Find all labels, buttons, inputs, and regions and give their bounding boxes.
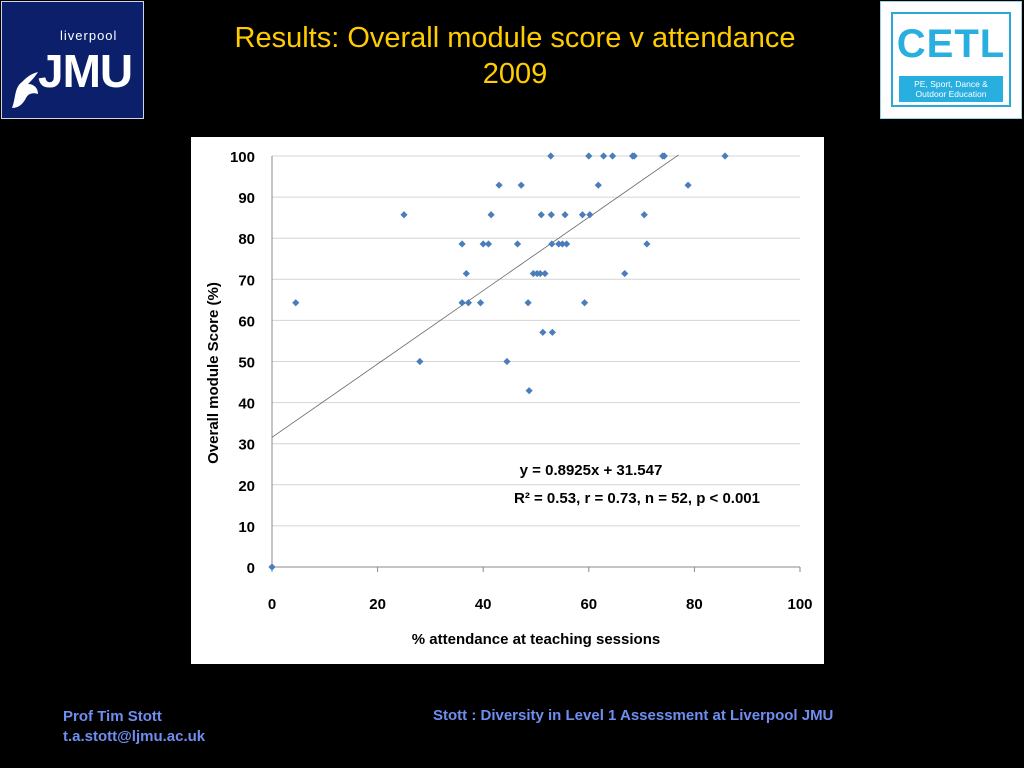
data-point [547,152,555,160]
footer-email[interactable]: t.a.stott@ljmu.ac.uk [63,728,206,745]
ljmu-logo-small-text: liverpool [60,28,118,43]
data-point [558,240,566,248]
slide-title: Results: Overall module score v attendan… [165,20,865,92]
data-point [458,240,466,248]
data-point [660,152,668,160]
data-point [594,181,602,189]
data-point [416,357,424,366]
data-point [268,563,276,571]
y-tick-label: 100 [230,149,255,166]
scatter-chart: 0 10 20 30 40 50 60 70 80 90 100 0 20 40 60 80 100 y = … [205,149,813,648]
data-point [684,181,692,189]
cetl-logo-tagline: PE, Sport, Dance & Outdoor Education [899,76,1003,102]
chart-area: 0 10 20 30 40 50 60 70 80 90 100 0 20 40 60 80 100 y = … [191,137,824,664]
x-tick-labels: 0 20 40 60 80 100 [268,596,813,613]
data-point [548,240,556,248]
data-point [563,240,571,248]
y-tick-label: 50 [238,355,255,372]
cetl-logo: CETL PE, Sport, Dance & Outdoor Educatio… [880,1,1022,119]
data-point [487,211,495,219]
y-tick-label: 90 [238,190,255,207]
x-axis-title: % attendance at teaching sessions [412,631,660,648]
data-point [476,299,485,307]
y-axis-title: Overall module Score (%) [205,282,222,464]
data-point [464,299,473,307]
y-tick-label: 0 [247,560,255,577]
x-tick-label: 60 [580,596,597,613]
y-tick-label: 20 [238,478,255,495]
data-point [599,152,608,160]
data-point [547,211,555,219]
data-point [721,152,729,160]
footer-author: Prof Tim Stott [63,708,162,725]
y-tick-label: 60 [238,313,255,330]
data-point [630,152,638,160]
data-point [608,152,617,160]
data-point [539,328,547,336]
data-point [462,269,470,278]
x-tick-label: 20 [369,596,386,613]
y-tick-label: 70 [238,272,255,289]
data-point [524,299,532,307]
cetl-logo-name: CETL [896,22,1006,66]
data-point [621,269,629,278]
data-point [643,240,651,248]
grid-lines [271,155,801,572]
data-point [503,357,511,366]
data-point [541,269,549,278]
data-point [400,211,408,219]
slide-title-line2: 2009 [482,58,548,90]
footer-author-block: Prof Tim Stott t.a.stott@ljmu.ac.uk [63,707,205,747]
y-tick-labels: 0 10 20 30 40 50 60 70 80 90 100 [230,149,255,577]
statistics-label: R² = 0.53, r = 0.73, n = 52, p < 0.001 [514,490,760,507]
data-point [292,299,300,307]
cetl-logo-frame: CETL PE, Sport, Dance & Outdoor Educatio… [891,12,1011,107]
y-tick-label: 80 [238,231,255,248]
y-tick-label: 30 [238,437,255,454]
x-tick-label: 80 [686,596,703,613]
data-point [517,181,525,189]
data-point [580,299,589,307]
data-point [484,240,493,248]
footer-citation: Stott : Diversity in Level 1 Assessment … [433,707,834,724]
data-point [548,328,556,336]
trendline [271,154,679,438]
y-tick-label: 40 [238,396,255,413]
data-point [555,240,563,248]
x-tick-label: 100 [787,596,812,613]
data-point [537,211,545,219]
data-point [640,211,648,219]
data-points [268,152,729,571]
data-point [525,387,533,395]
axes [271,156,800,568]
data-point [585,152,593,160]
equation-label: y = 0.8925x + 31.547 [520,462,663,479]
data-point [586,211,594,219]
ljmu-logo: liverpool JMU [1,1,144,119]
liver-bird-icon [12,72,38,108]
data-point [513,240,522,248]
x-tick-label: 40 [475,596,492,613]
data-point [561,211,569,219]
data-point [495,181,503,189]
ljmu-logo-large-text: JMU [38,45,133,97]
y-tick-label: 10 [238,519,255,536]
slide-title-line1: Results: Overall module score v attendan… [234,22,796,54]
data-point [578,211,587,219]
data-point [458,299,466,307]
x-tick-label: 0 [268,596,276,613]
data-point [479,240,487,248]
